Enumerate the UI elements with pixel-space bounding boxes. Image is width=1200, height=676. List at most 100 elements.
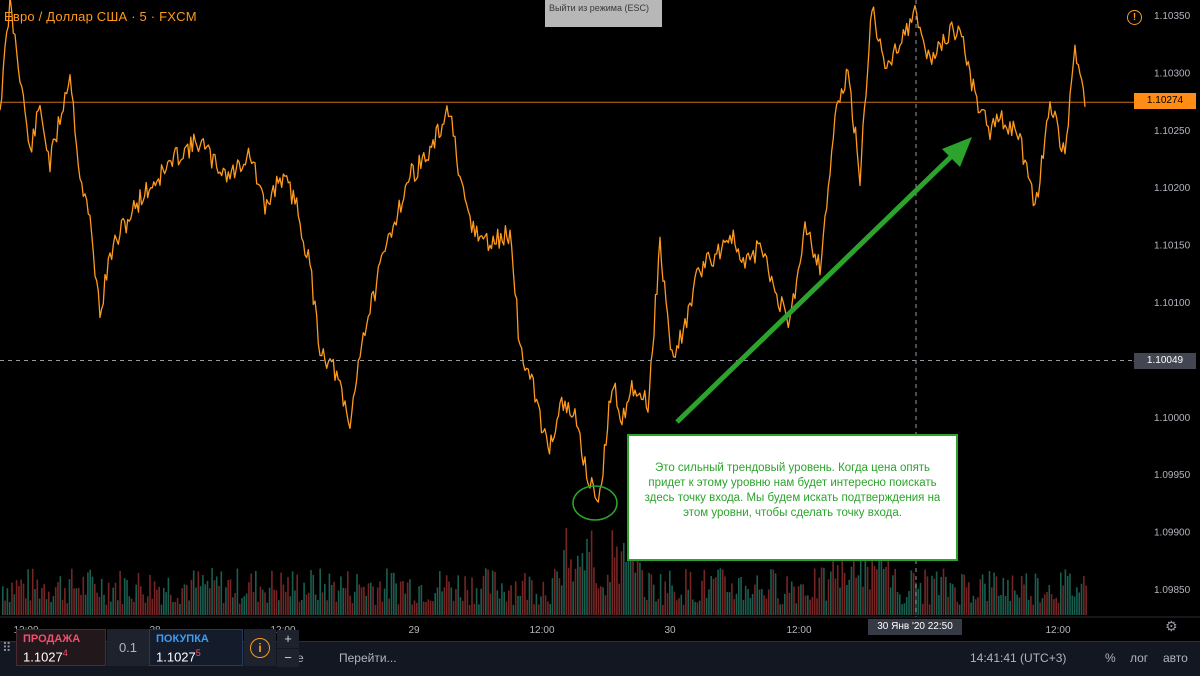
volume-bar	[951, 584, 954, 615]
volume-bar	[489, 593, 492, 615]
annotation-note[interactable]: Это сильный трендовый уровень. Когда цен…	[627, 434, 958, 561]
volume-bar	[266, 602, 269, 615]
volume-bar	[261, 589, 264, 615]
volume-bar	[636, 555, 639, 615]
volume-bar	[432, 601, 434, 615]
volume-bar	[1078, 592, 1080, 615]
volume-bar	[1041, 598, 1044, 615]
volume-bar	[464, 576, 466, 615]
volume-bar	[494, 572, 496, 615]
trend-arrow-line[interactable]	[675, 148, 960, 424]
volume-bar	[938, 595, 940, 615]
volume-bar	[813, 568, 816, 615]
volume-bar	[13, 594, 16, 615]
clock-readout[interactable]: 14:41:41 (UTC+3)	[970, 651, 1067, 665]
volume-bar	[15, 580, 18, 615]
level-circle[interactable]	[572, 485, 618, 521]
volume-bar	[788, 592, 791, 615]
volume-bar	[669, 570, 671, 615]
volume-bar	[777, 598, 779, 615]
volume-bar	[963, 574, 965, 615]
volume-bar	[503, 591, 505, 615]
volume-bar	[549, 603, 551, 615]
drag-handle-icon[interactable]: ⠿	[2, 640, 12, 655]
volume-bar	[809, 599, 811, 615]
volume-bar	[87, 572, 89, 615]
volume-bar	[80, 594, 82, 615]
volume-bar	[512, 604, 515, 615]
quantity-field[interactable]: 0.1	[107, 629, 149, 666]
volume-bar	[66, 603, 68, 615]
sell-button[interactable]: ПРОДАЖА 1.10274	[16, 629, 106, 666]
current-price-label: 1.10274	[1134, 93, 1196, 109]
y-tick-label: 1.10350	[1154, 11, 1191, 22]
volume-bar	[110, 601, 112, 615]
volume-bar	[901, 604, 903, 615]
volume-bar	[731, 583, 733, 615]
y-tick-label: 1.09900	[1154, 528, 1191, 539]
volume-bar	[20, 579, 22, 615]
volume-bar	[397, 604, 400, 615]
volume-bar	[418, 586, 420, 615]
volume-bar	[273, 589, 275, 615]
volume-bar	[236, 568, 239, 615]
log-toggle[interactable]: лог	[1130, 651, 1149, 665]
buy-button[interactable]: ПОКУПКА 1.10275	[149, 629, 243, 666]
volume-bar	[1011, 575, 1014, 615]
y-tick-label: 1.10000	[1154, 413, 1191, 424]
auto-toggle[interactable]: авто	[1163, 651, 1188, 665]
volume-bar	[188, 600, 190, 615]
info-button[interactable]: i	[244, 629, 276, 666]
volume-bar	[657, 598, 660, 615]
volume-bar	[1018, 597, 1021, 615]
volume-bar	[82, 576, 85, 615]
volume-bar	[365, 595, 367, 615]
volume-bar	[149, 574, 151, 615]
volume-bar	[353, 591, 356, 615]
volume-bar	[793, 586, 795, 615]
volume-bar	[229, 579, 232, 615]
volume-bar	[864, 543, 867, 615]
volume-bar	[848, 579, 850, 615]
volume-bar	[912, 572, 915, 615]
volume-bar	[156, 589, 158, 615]
volume-bar	[604, 595, 607, 615]
volume-bar	[68, 579, 71, 615]
volume-bar	[243, 596, 246, 615]
volume-bar	[972, 595, 975, 615]
chart-overlays	[0, 0, 1200, 618]
volume-bar	[733, 599, 735, 615]
volume-bar	[291, 571, 294, 615]
volume-bar	[917, 588, 919, 615]
warning-icon[interactable]: !	[1127, 10, 1142, 25]
symbol-title[interactable]: Евро / Доллар США · 5 · FXCM	[4, 9, 197, 24]
decrease-qty-button[interactable]: −	[277, 649, 299, 667]
increase-qty-button[interactable]: +	[277, 630, 299, 648]
gear-icon[interactable]: ⚙	[1165, 618, 1178, 634]
volume-bar	[386, 568, 388, 615]
volume-bar	[945, 576, 947, 615]
volume-bar	[933, 578, 936, 615]
volume-bar	[698, 600, 701, 615]
percent-toggle[interactable]: %	[1105, 651, 1116, 665]
price-series	[0, 0, 1086, 503]
volume-bar	[22, 583, 25, 615]
volume-bar	[744, 585, 747, 615]
volume-bar	[287, 577, 289, 615]
volume-bar	[646, 599, 648, 615]
trend-arrow-head[interactable]	[942, 137, 972, 167]
volume-bar	[455, 589, 457, 615]
exit-fullscreen-tooltip[interactable]: Выйти из режима (ESC)	[545, 0, 662, 27]
volume-bar	[257, 601, 259, 615]
volume-bar	[505, 601, 508, 615]
volume-bar	[335, 601, 338, 615]
goto-button[interactable]: Перейти...	[339, 651, 397, 665]
volume-bar	[1016, 594, 1018, 615]
volume-bar	[215, 576, 218, 615]
volume-bar	[678, 598, 680, 615]
volume-bar	[1076, 587, 1078, 615]
volume-bar	[436, 587, 439, 615]
volume-bar	[381, 601, 384, 615]
volume-bar	[399, 581, 402, 615]
